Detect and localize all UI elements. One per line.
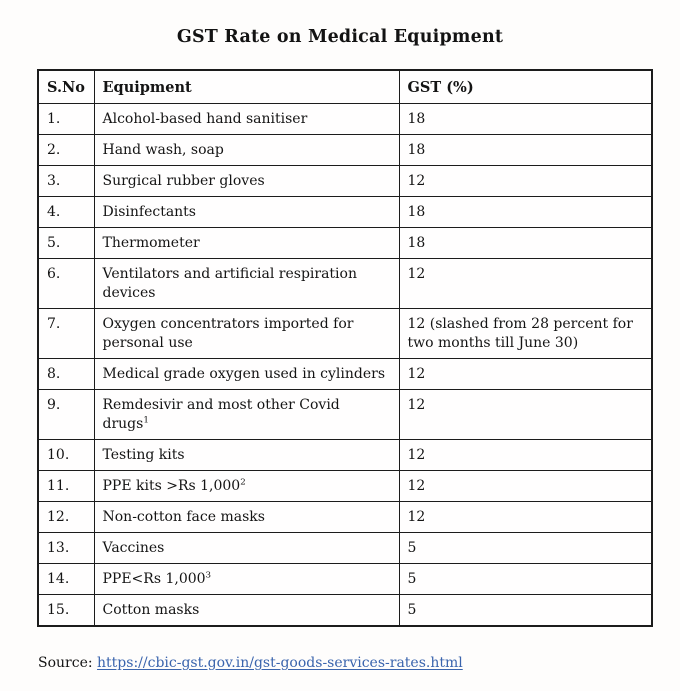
table-row: 15. Cotton masks 5 [37, 594, 653, 627]
footnote-superscript: 1 [143, 415, 149, 426]
equipment-name: Surgical rubber gloves [102, 173, 265, 189]
equipment-name: Medical grade oxygen used in cylinders [102, 366, 386, 382]
table-row: 8. Medical grade oxygen used in cylinder… [37, 358, 653, 390]
cell-equipment: Oxygen concentrators imported for person… [93, 308, 400, 359]
cell-sno: 4. [37, 196, 95, 228]
equipment-name: Remdesivir and most other Covid drugs [102, 397, 340, 432]
table-row: 5. Thermometer 18 [37, 227, 653, 259]
cell-sno: 13. [37, 532, 95, 564]
equipment-name: Testing kits [102, 447, 185, 463]
column-header-gst: GST (%) [398, 69, 653, 104]
cell-equipment: Non-cotton face masks [93, 501, 400, 533]
cell-equipment: Ventilators and artificial respiration d… [93, 258, 400, 309]
equipment-name: PPE kits >Rs 1,000 [102, 478, 241, 494]
cell-gst-value: 12 [398, 470, 653, 502]
equipment-name: Vaccines [102, 540, 165, 556]
cell-gst-value: 12 [398, 501, 653, 533]
table-row: 7. Oxygen concentrators imported for per… [37, 308, 653, 359]
cell-equipment: Vaccines [93, 532, 400, 564]
source-label: Source: [38, 655, 93, 671]
cell-sno: 11. [37, 470, 95, 502]
cell-equipment: Remdesivir and most other Covid drugs1 [93, 389, 400, 440]
equipment-name: PPE<Rs 1,000 [102, 571, 206, 587]
cell-sno: 5. [37, 227, 95, 259]
equipment-name: Disinfectants [102, 204, 197, 220]
cell-gst-value: 18 [398, 227, 653, 259]
cell-gst-value: 12 (slashed from 28 percent for two mont… [398, 308, 653, 359]
cell-gst-value: 18 [398, 134, 653, 166]
cell-equipment: Thermometer [93, 227, 400, 259]
cell-gst-value: 12 [398, 165, 653, 197]
table-row: 4. Disinfectants 18 [37, 196, 653, 228]
gst-rate-table: S.No Equipment GST (%) 1. Alcohol-based … [37, 69, 653, 627]
table-row: 13. Vaccines 5 [37, 532, 653, 564]
table-row: 1. Alcohol-based hand sanitiser 18 [37, 103, 653, 135]
cell-gst-value: 18 [398, 196, 653, 228]
cell-sno: 3. [37, 165, 95, 197]
table-row: 9. Remdesivir and most other Covid drugs… [37, 389, 653, 440]
cell-sno: 8. [37, 358, 95, 390]
page-title: GST Rate on Medical Equipment [176, 27, 504, 47]
table-row: 12. Non-cotton face masks 12 [37, 501, 653, 533]
equipment-name: Thermometer [102, 235, 200, 251]
table-row: 2. Hand wash, soap 18 [37, 134, 653, 166]
cell-gst-value: 12 [398, 358, 653, 390]
table-row: 3. Surgical rubber gloves 12 [37, 165, 653, 197]
cell-sno: 7. [37, 308, 95, 359]
cell-equipment: Hand wash, soap [93, 134, 400, 166]
cell-gst-value: 5 [398, 563, 653, 595]
cell-sno: 12. [37, 501, 95, 533]
cell-equipment: Cotton masks [93, 594, 400, 627]
cell-gst-value: 5 [398, 594, 653, 627]
cell-equipment: PPE<Rs 1,0003 [93, 563, 400, 595]
column-header-sno: S.No [37, 69, 95, 104]
cell-equipment: Testing kits [93, 439, 400, 471]
page: { "page": { "title": "GST Rate on Medica… [0, 27, 680, 691]
cell-equipment: Medical grade oxygen used in cylinders [93, 358, 400, 390]
source-line: Source: https://cbic-gst.gov.in/gst-good… [38, 655, 680, 671]
equipment-name: Cotton masks [102, 602, 200, 618]
cell-equipment: Disinfectants [93, 196, 400, 228]
equipment-name: Oxygen concentrators imported for person… [102, 316, 354, 351]
equipment-name: Hand wash, soap [102, 142, 224, 158]
cell-sno: 1. [37, 103, 95, 135]
table-row: 10. Testing kits 12 [37, 439, 653, 471]
cell-sno: 10. [37, 439, 95, 471]
source-link[interactable]: https://cbic-gst.gov.in/gst-goods-servic… [97, 655, 463, 671]
cell-gst-value: 12 [398, 439, 653, 471]
equipment-name: Non-cotton face masks [102, 509, 265, 525]
equipment-name: Alcohol-based hand sanitiser [102, 111, 308, 127]
cell-sno: 6. [37, 258, 95, 309]
cell-sno: 15. [37, 594, 95, 627]
cell-sno: 2. [37, 134, 95, 166]
cell-sno: 14. [37, 563, 95, 595]
cell-gst-value: 12 [398, 258, 653, 309]
table-row: 14. PPE<Rs 1,0003 5 [37, 563, 653, 595]
cell-equipment: Alcohol-based hand sanitiser [93, 103, 400, 135]
cell-gst-value: 5 [398, 532, 653, 564]
table-row: 11. PPE kits >Rs 1,0002 12 [37, 470, 653, 502]
cell-equipment: PPE kits >Rs 1,0002 [93, 470, 400, 502]
cell-gst-value: 12 [398, 389, 653, 440]
footnote-superscript: 2 [240, 477, 246, 488]
equipment-name: Ventilators and artificial respiration d… [102, 266, 357, 301]
footnote-superscript: 3 [205, 570, 212, 581]
table-header-row: S.No Equipment GST (%) [37, 69, 653, 104]
cell-equipment: Surgical rubber gloves [93, 165, 400, 197]
table-row: 6. Ventilators and artificial respiratio… [37, 258, 653, 309]
cell-gst-value: 18 [398, 103, 653, 135]
column-header-equipment: Equipment [93, 69, 400, 104]
cell-sno: 9. [37, 389, 95, 440]
